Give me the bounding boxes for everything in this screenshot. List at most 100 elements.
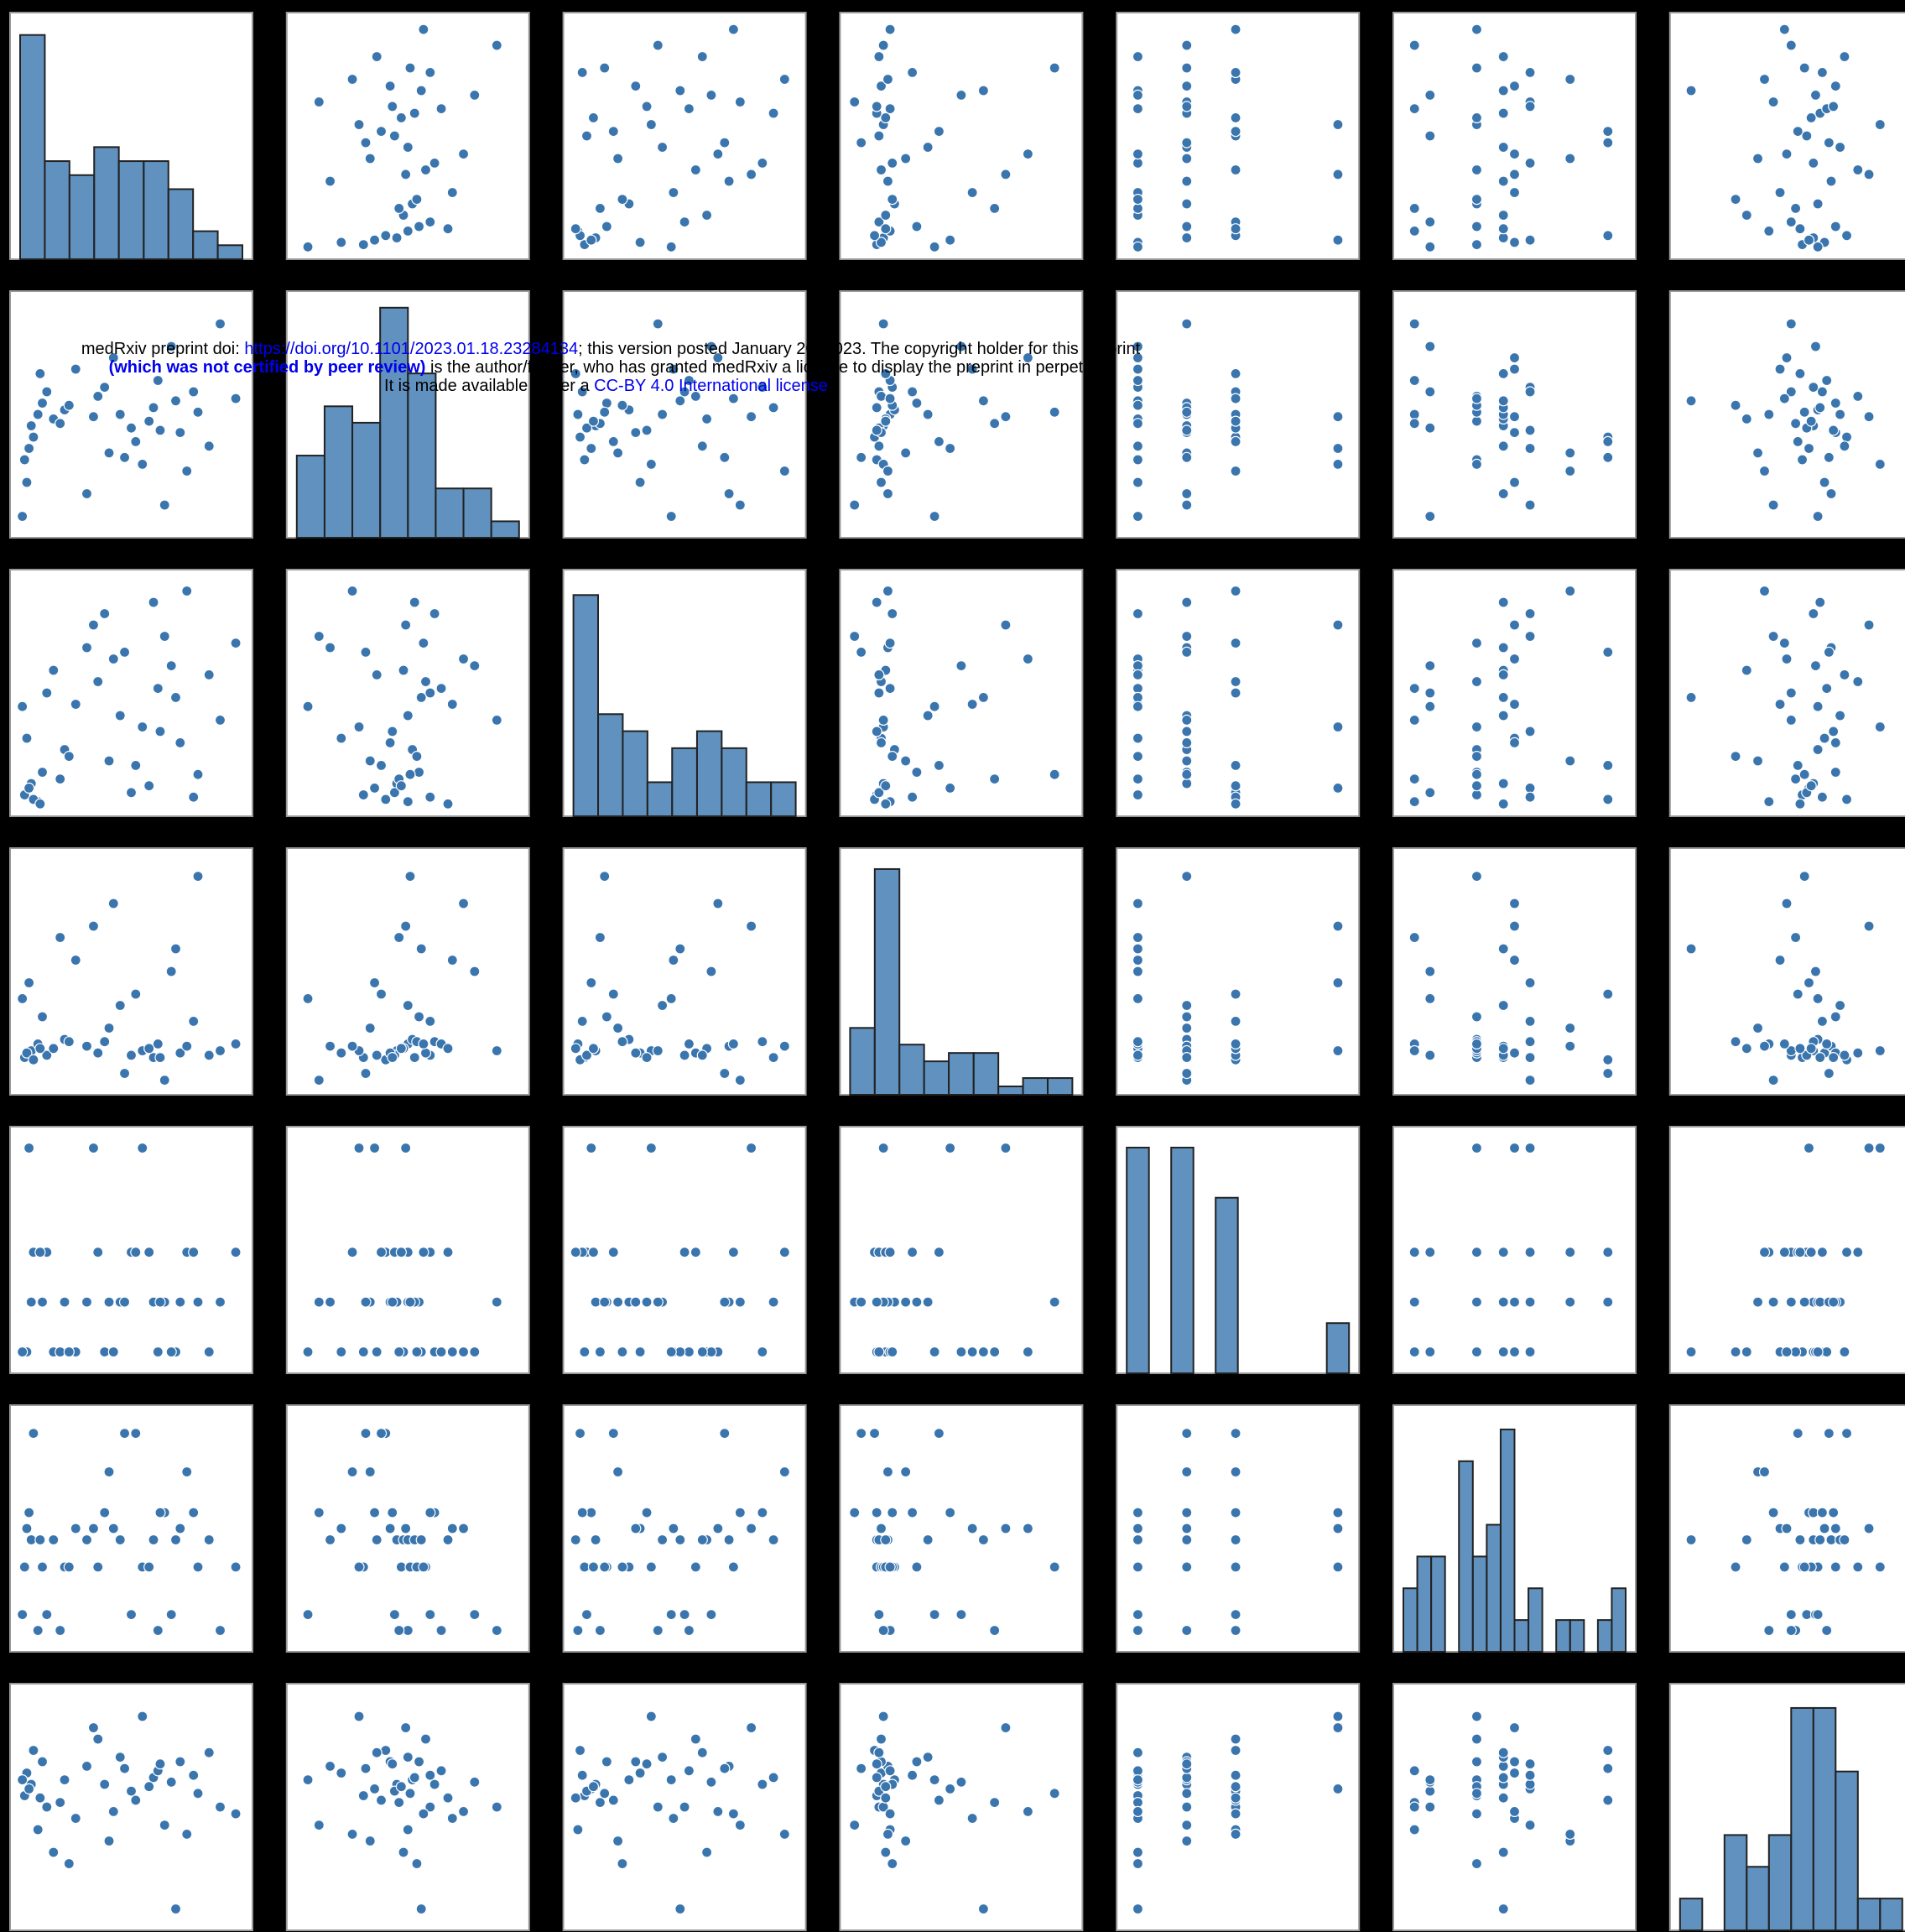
scatter-point xyxy=(668,363,679,375)
scatter-point xyxy=(1767,1296,1779,1308)
scatter-point xyxy=(1874,1142,1886,1154)
scatter-point xyxy=(778,1466,790,1478)
scatter-point xyxy=(1408,714,1420,726)
scatter-point xyxy=(415,943,427,955)
scatter-point xyxy=(1763,795,1775,808)
scatter-point xyxy=(418,1808,429,1820)
panel xyxy=(1116,569,1361,817)
scatter-point xyxy=(55,931,66,944)
scatter-point xyxy=(989,1797,1001,1809)
scatter-point xyxy=(418,1038,429,1050)
scatter-point xyxy=(1602,1247,1614,1258)
scatter-point xyxy=(1181,737,1193,749)
scatter-point xyxy=(353,1142,365,1154)
histogram-bar xyxy=(1325,1322,1351,1375)
scatter-point xyxy=(1508,698,1521,711)
scatter-point xyxy=(945,782,956,794)
scatter-point xyxy=(395,112,407,123)
panel xyxy=(9,290,253,539)
doi-link[interactable]: https://doi.org/10.1101/2023.01.18.23284… xyxy=(244,340,579,358)
panel xyxy=(1668,12,1905,260)
scatter-point xyxy=(1821,1624,1833,1637)
scatter-point xyxy=(696,1346,708,1358)
scatter-point xyxy=(1424,422,1436,434)
scatter-point xyxy=(103,755,115,767)
panel xyxy=(1116,12,1361,260)
scatter-point xyxy=(1524,1778,1536,1790)
scatter-point xyxy=(81,1040,93,1052)
scatter-point xyxy=(1828,424,1840,436)
scatter-point xyxy=(1000,1523,1012,1534)
scatter-point xyxy=(387,101,398,112)
scatter-point xyxy=(99,382,111,393)
scatter-point xyxy=(1564,1247,1576,1258)
panel xyxy=(285,1126,530,1374)
scatter-point xyxy=(778,465,790,477)
scatter-point xyxy=(734,1507,746,1518)
scatter-point xyxy=(641,101,653,112)
scatter-point xyxy=(1839,1346,1850,1358)
scatter-point xyxy=(18,1561,30,1573)
scatter-point xyxy=(107,1523,119,1534)
scatter-point xyxy=(1230,1781,1241,1793)
scatter-point xyxy=(87,1142,100,1154)
scatter-point xyxy=(87,1523,100,1534)
scatter-point xyxy=(656,1534,669,1546)
scatter-point xyxy=(1794,367,1806,379)
scatter-point xyxy=(1497,1247,1509,1258)
scatter-point xyxy=(70,698,81,711)
scatter-point xyxy=(884,1247,896,1258)
scatter-point xyxy=(570,1534,581,1546)
scatter-point xyxy=(587,1561,600,1573)
scatter-point xyxy=(873,50,885,63)
scatter-point xyxy=(868,230,881,242)
scatter-point xyxy=(357,1789,369,1802)
scatter-point xyxy=(34,1792,46,1804)
scatter-point xyxy=(617,1561,628,1573)
license-link[interactable]: CC-BY 4.0 International license xyxy=(594,377,828,395)
scatter-point xyxy=(137,458,148,471)
scatter-point xyxy=(1000,1142,1012,1154)
scatter-point xyxy=(336,732,347,744)
scatter-point xyxy=(1508,1721,1521,1734)
scatter-point xyxy=(1823,451,1835,463)
scatter-point xyxy=(203,1747,215,1758)
scatter-point xyxy=(656,141,669,154)
scatter-point xyxy=(368,1142,381,1154)
scatter-point xyxy=(1408,225,1420,237)
scatter-point xyxy=(1814,596,1826,608)
scatter-point xyxy=(683,1624,695,1637)
scatter-point xyxy=(1181,221,1193,232)
histogram-bar xyxy=(671,747,698,817)
scatter-point xyxy=(1230,1733,1241,1745)
scatter-point xyxy=(690,164,701,176)
scatter-point xyxy=(955,89,967,102)
scatter-point xyxy=(929,1608,940,1621)
scatter-point xyxy=(203,440,215,452)
scatter-point xyxy=(1524,1142,1536,1154)
panel xyxy=(839,569,1084,817)
scatter-point xyxy=(887,750,898,763)
scatter-point xyxy=(690,1733,701,1745)
scatter-point xyxy=(1470,750,1483,763)
scatter-point xyxy=(188,791,200,803)
scatter-point xyxy=(929,1774,940,1786)
scatter-point xyxy=(424,216,436,228)
scatter-point xyxy=(364,1022,376,1034)
scatter-point xyxy=(418,637,429,649)
scatter-point xyxy=(1230,465,1241,477)
scatter-point xyxy=(1840,1427,1853,1440)
scatter-point xyxy=(882,1828,894,1840)
scatter-point xyxy=(491,1801,502,1813)
scatter-point xyxy=(1332,458,1344,471)
scatter-point xyxy=(469,1776,481,1788)
scatter-point xyxy=(856,1296,867,1308)
scatter-point xyxy=(1424,130,1436,142)
scatter-point xyxy=(570,367,581,379)
histogram-bar xyxy=(1215,1196,1239,1374)
scatter-point xyxy=(700,1846,713,1858)
scatter-point xyxy=(174,1756,186,1768)
scatter-point xyxy=(1000,411,1012,423)
scatter-point xyxy=(1230,1808,1241,1820)
scatter-point xyxy=(586,976,597,989)
